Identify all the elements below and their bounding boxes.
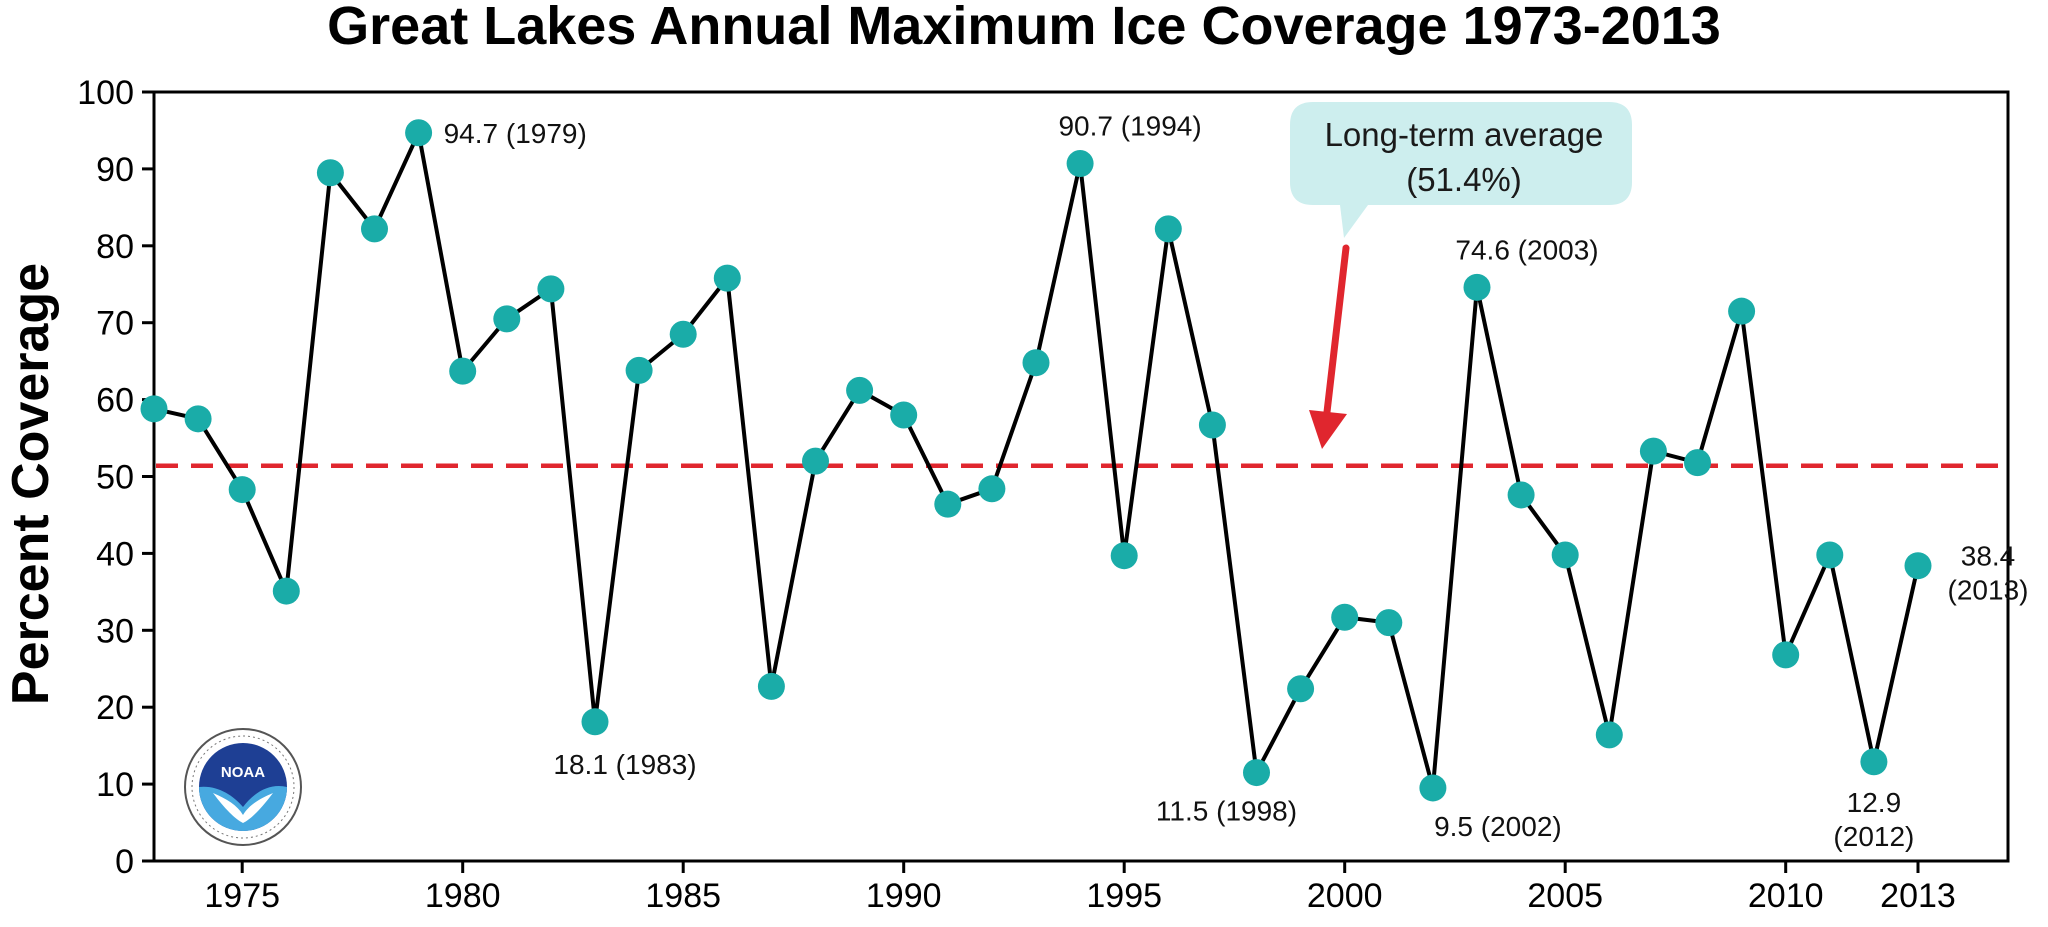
x-tick-label: 1980	[425, 877, 501, 915]
data-point	[1243, 759, 1270, 787]
y-tick-label: 20	[96, 689, 134, 727]
data-point	[1419, 774, 1447, 802]
x-tick-label: 1985	[645, 877, 721, 915]
x-tick-label: 1995	[1086, 877, 1162, 915]
data-point	[272, 577, 300, 605]
x-tick-label: 2010	[1748, 877, 1824, 915]
data-point	[1463, 273, 1491, 301]
data-point	[1904, 552, 1932, 580]
data-point	[1595, 721, 1623, 749]
data-label: 12.9 (2012)	[1833, 787, 1914, 852]
data-point	[669, 320, 697, 348]
data-point	[1639, 437, 1667, 465]
data-label: 11.5 (1998)	[1156, 796, 1297, 827]
data-point	[934, 490, 962, 518]
data-point	[978, 475, 1006, 503]
callout-arrow-head	[1309, 410, 1347, 449]
noaa-logo-text: NOAA	[221, 764, 265, 781]
data-label: 9.5 (2002)	[1434, 811, 1562, 842]
noaa-logo-icon: NOAA	[184, 728, 302, 846]
data-point	[757, 672, 785, 700]
x-tick-label: 2000	[1307, 877, 1383, 915]
data-point	[1110, 542, 1138, 570]
y-tick-label: 80	[96, 228, 134, 266]
data-point	[625, 356, 653, 384]
data-point	[1331, 603, 1359, 631]
x-tick-label: 1975	[204, 877, 280, 915]
data-point	[1684, 449, 1711, 477]
data-point	[846, 376, 874, 404]
x-tick-label: 1990	[866, 877, 942, 915]
y-tick-label: 90	[96, 151, 134, 189]
data-point	[802, 447, 829, 475]
y-axis: 0 10 20 30 40 50 60 70 80 90 100	[77, 74, 154, 881]
y-tick-label: 30	[96, 612, 134, 650]
y-axis-label: Percent Coverage	[2, 263, 60, 705]
callout-label-line2: (51.4%)	[1406, 161, 1522, 198]
x-tick-label: 2013	[1880, 877, 1956, 915]
y-tick-label: 0	[115, 843, 134, 881]
data-point	[1154, 215, 1182, 243]
data-point	[449, 357, 477, 385]
data-point	[1551, 541, 1579, 569]
y-tick-label: 50	[96, 459, 134, 497]
data-point	[316, 159, 344, 187]
data-point	[1375, 609, 1403, 637]
data-label: 74.6 (2003)	[1455, 234, 1598, 265]
data-point	[405, 119, 433, 147]
y-tick-label: 70	[96, 305, 134, 343]
data-point	[140, 395, 168, 423]
x-tick-label: 2005	[1527, 877, 1603, 915]
callout-bubble	[1290, 102, 1632, 238]
data-point	[1772, 641, 1800, 669]
callout-label-line1: Long-term average	[1325, 116, 1604, 153]
data-label: 90.7 (1994)	[1058, 111, 1201, 142]
data-point	[537, 275, 565, 303]
data-point	[890, 401, 918, 429]
data-point	[1728, 297, 1756, 325]
data-label: 94.7 (1979)	[444, 118, 587, 149]
callout-arrow-shaft	[1323, 244, 1350, 416]
y-tick-label: 40	[96, 535, 134, 573]
data-point	[1507, 481, 1535, 509]
average-callout: Long-term average (51.4%)	[1290, 102, 1632, 449]
data-point	[1198, 411, 1226, 439]
data-point	[228, 476, 256, 504]
x-axis: 1975 1980 1985 1990 1995 2000 2005 2010 2013	[204, 861, 1956, 915]
y-tick-label: 100	[77, 74, 134, 112]
data-point	[1860, 748, 1888, 776]
y-tick-label: 10	[96, 766, 134, 804]
data-label: 38.4 (2013)	[1948, 541, 2029, 606]
data-label: 18.1 (1983)	[553, 749, 696, 780]
data-point	[1287, 675, 1315, 703]
data-point	[184, 405, 212, 433]
y-tick-label: 60	[96, 382, 134, 420]
data-point	[361, 215, 388, 243]
data-point	[713, 264, 741, 292]
data-point	[1816, 541, 1844, 569]
data-annotations: 94.7 (1979) 18.1 (1983) 90.7 (1994) 11.5 (1…	[444, 111, 2029, 852]
data-point	[493, 305, 521, 333]
series-markers	[140, 119, 1932, 802]
chart-title: Great Lakes Annual Maximum Ice Coverage …	[327, 0, 1721, 56]
data-point	[1022, 349, 1050, 377]
data-point	[581, 708, 609, 736]
data-point	[1066, 150, 1094, 178]
